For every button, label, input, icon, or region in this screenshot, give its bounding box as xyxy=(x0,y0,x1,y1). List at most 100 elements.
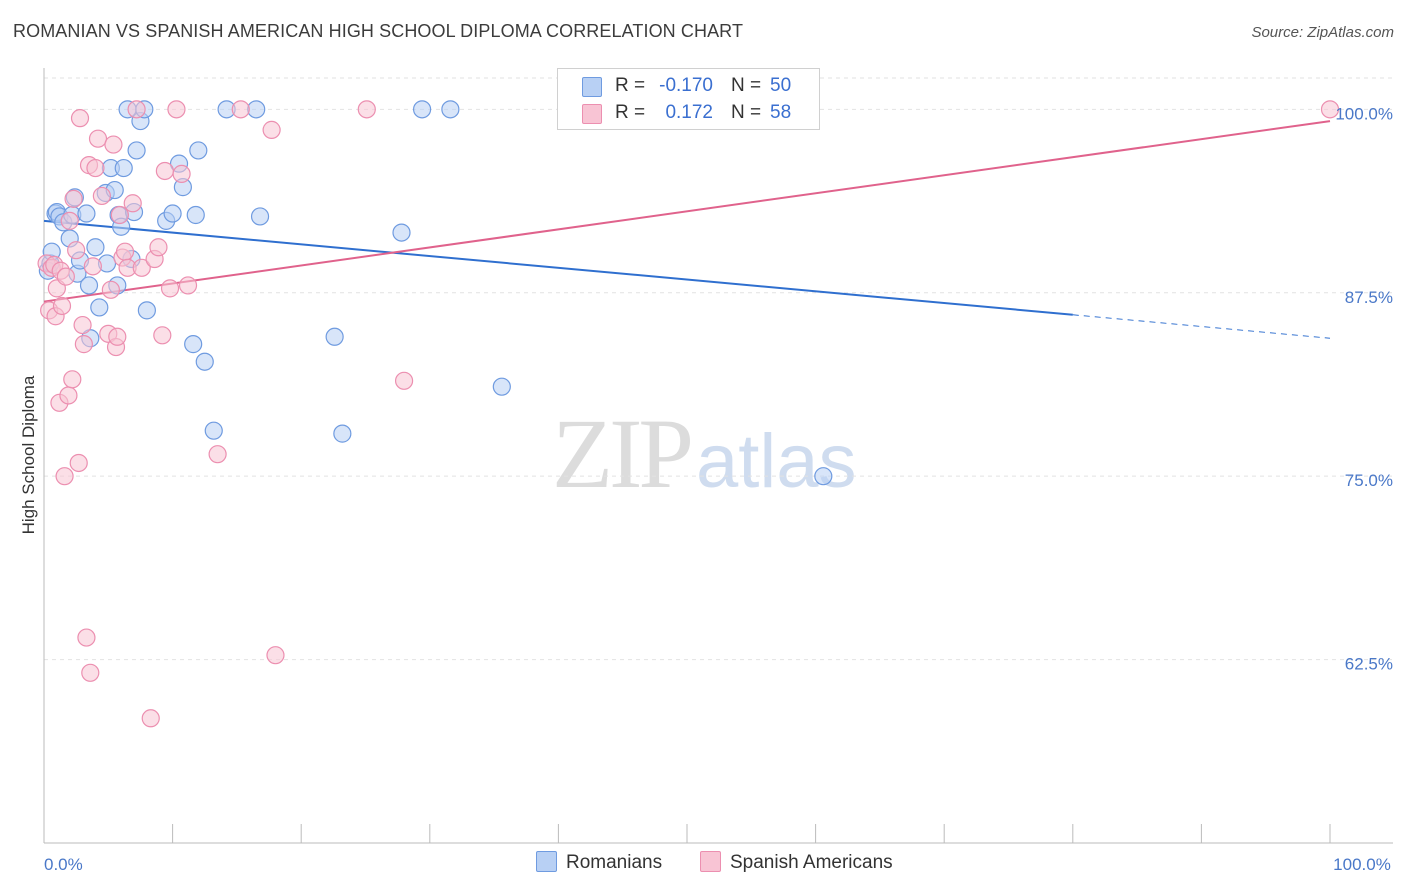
y-tick-label: 87.5% xyxy=(1345,288,1393,307)
spanish-trend-line xyxy=(43,120,1331,303)
spanish-point xyxy=(167,100,186,119)
watermark-zip: ZIP xyxy=(552,398,694,509)
spanish-point xyxy=(73,315,92,335)
label-layer: 100.0% 87.5% 75.0% 62.5% 0.0% 100.0% xyxy=(44,104,1393,874)
spanish-point xyxy=(74,335,93,354)
legend-label-romanians: Romanians xyxy=(566,852,663,873)
spanish-point xyxy=(69,453,88,473)
spanish-point xyxy=(357,100,376,119)
spanish-point xyxy=(231,100,250,119)
y-axis-label: High School Diploma xyxy=(19,375,38,534)
spanish-point xyxy=(1320,100,1340,119)
y-tick-label: 75.0% xyxy=(1345,471,1393,490)
axis-layer xyxy=(43,68,1393,844)
y-tick-label: 62.5% xyxy=(1345,655,1393,674)
romanian-point xyxy=(79,276,99,295)
legend-n-label: N = xyxy=(731,75,762,96)
spanish-point xyxy=(132,258,151,277)
spanish-point xyxy=(266,646,285,665)
source-label: Source: ZipAtlas.com xyxy=(1251,24,1394,41)
legend-label-spanish: Spanish Americans xyxy=(730,852,893,873)
spanish-point xyxy=(123,194,142,213)
bottom-legend-spanish[interactable]: Spanish Americans xyxy=(700,851,893,874)
spanish-point xyxy=(108,327,127,346)
spanish-point xyxy=(172,164,191,184)
spanish-point xyxy=(70,109,90,128)
grid-layer xyxy=(44,77,1393,661)
romanian-point xyxy=(163,204,182,223)
spanish-point xyxy=(104,135,123,154)
watermark: ZIPatlas xyxy=(552,396,857,511)
spanish-point xyxy=(88,129,108,148)
trend-layer xyxy=(43,120,1331,339)
chart-title: ROMANIAN VS SPANISH AMERICAN HIGH SCHOOL… xyxy=(13,21,744,41)
legend-r-label: R = xyxy=(615,102,646,123)
point-layer xyxy=(37,100,1340,728)
romanian-point xyxy=(186,205,205,225)
romanian-point xyxy=(492,377,511,396)
spanish-point xyxy=(141,709,160,728)
spanish-point xyxy=(59,386,78,405)
spanish-point xyxy=(63,370,82,389)
romanian-point xyxy=(189,141,208,160)
romanian-point xyxy=(412,100,432,119)
spanish-point xyxy=(77,628,96,647)
x-tick-label: 0.0% xyxy=(44,855,83,874)
spanish-point xyxy=(394,371,414,390)
romanian-trend-line xyxy=(43,219,1073,316)
legend-swatch-romanians xyxy=(582,77,602,97)
spanish-point xyxy=(56,267,75,286)
spanish-point xyxy=(67,241,86,260)
spanish-point xyxy=(60,211,79,230)
romanian-point xyxy=(77,204,96,223)
romanian-trend-extension xyxy=(1072,314,1331,339)
legend-r-value: 0.172 xyxy=(665,102,713,123)
romanian-point xyxy=(90,298,109,317)
spanish-point xyxy=(208,445,227,464)
bottom-legend-romanians[interactable]: Romanians xyxy=(536,851,662,874)
y-tick-label: 100.0% xyxy=(1335,104,1393,123)
romanian-point xyxy=(114,158,133,178)
spanish-point xyxy=(86,158,105,178)
spanish-point xyxy=(110,205,129,225)
romanian-point xyxy=(137,301,156,320)
romanian-point xyxy=(195,352,214,371)
spanish-point xyxy=(160,279,180,298)
spanish-point xyxy=(178,276,198,295)
legend-r-value: -0.170 xyxy=(659,75,713,96)
x-tick-label: 100.0% xyxy=(1333,855,1391,874)
spanish-point xyxy=(149,238,168,257)
spanish-point xyxy=(127,100,146,119)
romanian-point xyxy=(184,335,203,354)
spanish-point xyxy=(155,161,174,181)
romanian-point xyxy=(247,100,266,119)
romanian-point xyxy=(333,424,352,443)
spanish-point xyxy=(101,280,120,299)
romanian-point xyxy=(814,467,833,486)
legend-row-romanians: R = -0.170 N = 50 xyxy=(558,74,821,100)
spanish-point xyxy=(153,326,172,345)
legend-n-value: 58 xyxy=(770,102,792,123)
spanish-point xyxy=(55,467,74,486)
romanian-point xyxy=(204,421,223,440)
spanish-point xyxy=(92,186,111,206)
legend-swatch-spanish xyxy=(700,851,721,872)
watermark-atlas: atlas xyxy=(696,419,857,504)
romanian-point xyxy=(250,207,270,226)
stats-legend: R = -0.170 N = 50 R = 0.172 N = 58 xyxy=(557,68,820,130)
spanish-point xyxy=(83,257,102,276)
romanian-point xyxy=(86,238,105,257)
spanish-point xyxy=(115,242,135,261)
spanish-point xyxy=(52,296,72,316)
spanish-point xyxy=(262,120,281,139)
romanian-point xyxy=(127,141,146,160)
legend-swatch-romanians xyxy=(536,851,557,872)
romanian-point xyxy=(325,327,344,346)
legend-n-label: N = xyxy=(731,102,762,123)
romanian-point xyxy=(392,223,411,242)
legend-n-value: 50 xyxy=(770,75,792,96)
spanish-point xyxy=(64,189,83,208)
spanish-point xyxy=(81,663,100,682)
romanian-point xyxy=(441,100,460,119)
